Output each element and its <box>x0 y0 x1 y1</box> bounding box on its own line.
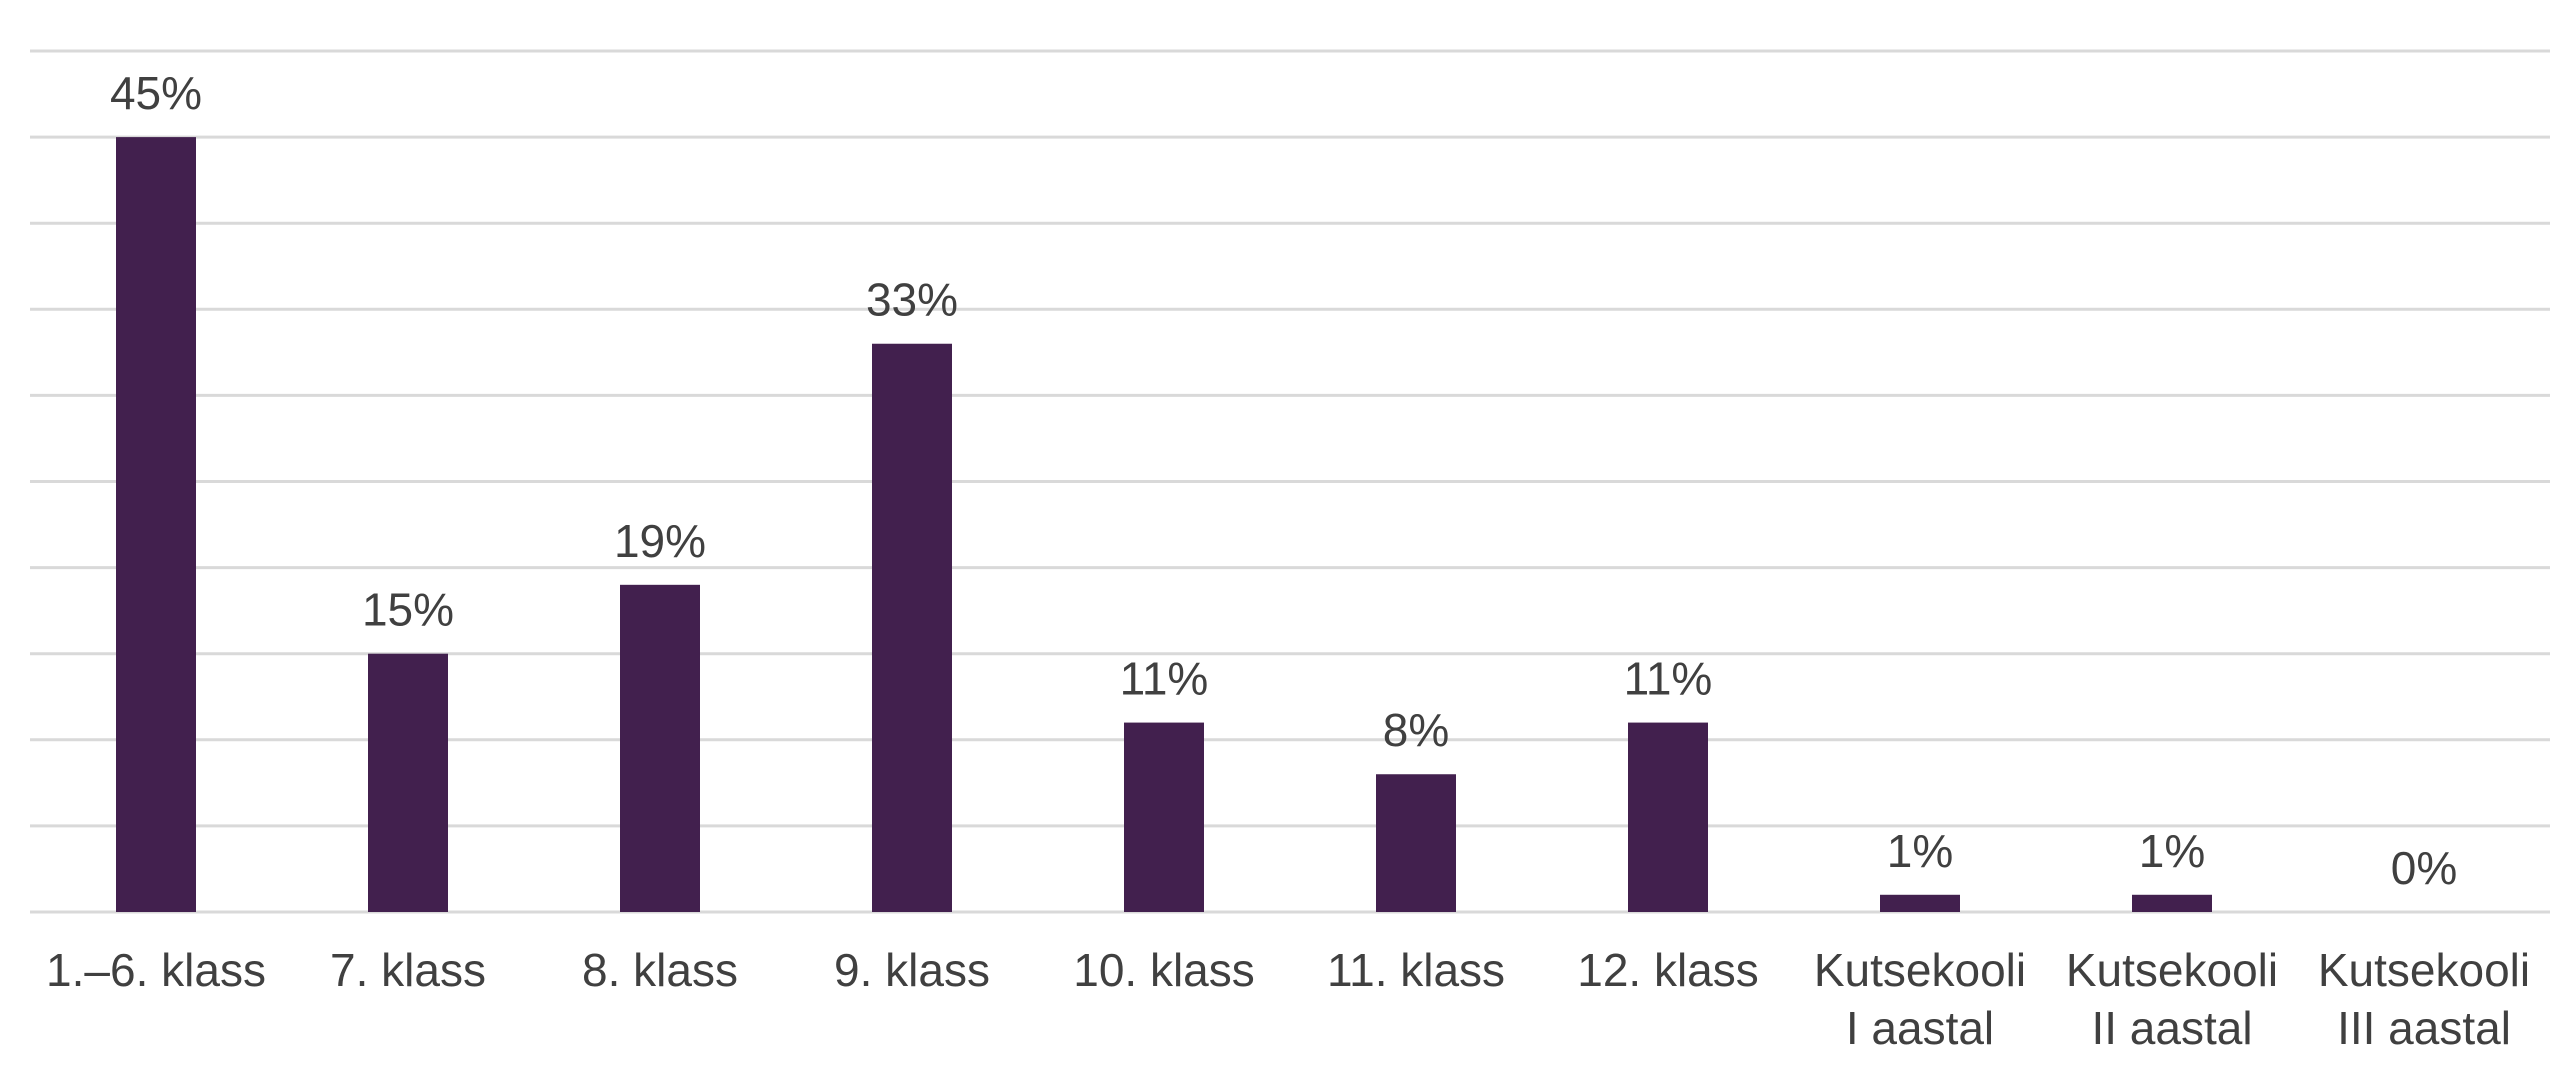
x-tick-label: Kutsekooli II aastal <box>2066 944 2278 1054</box>
x-tick-label: 7. klass <box>330 944 486 996</box>
data-label: 1% <box>1887 825 1953 877</box>
x-tick-label-line: III aastal <box>2337 1002 2511 1054</box>
x-tick-label: Kutsekooli I aastal <box>1814 944 2026 1054</box>
data-label: 8% <box>1383 704 1449 756</box>
x-tick-label-line: 9. klass <box>834 944 990 996</box>
x-tick-label: 1.–6. klass <box>46 944 266 996</box>
bar <box>1376 774 1456 912</box>
bar <box>1880 894 1960 912</box>
x-tick-label-line: I aastal <box>1846 1002 1994 1054</box>
x-tick-label-line: 1.–6. klass <box>46 944 266 996</box>
data-label: 45% <box>110 67 202 119</box>
x-tick-label-line: 7. klass <box>330 944 486 996</box>
data-label: 11% <box>1624 653 1713 705</box>
data-label: 1% <box>2139 825 2205 877</box>
x-tick-label: 12. klass <box>1577 944 1759 996</box>
data-label: 0% <box>2391 842 2457 894</box>
x-tick-label-line: II aastal <box>2091 1002 2252 1054</box>
x-tick-label: 9. klass <box>834 944 990 996</box>
data-label: 15% <box>362 584 454 636</box>
bar <box>620 584 700 912</box>
gridlines <box>30 49 2550 914</box>
bar <box>2132 894 2212 912</box>
data-label: 11% <box>1120 653 1209 705</box>
bar <box>368 653 448 912</box>
x-tick-label-line: Kutsekooli <box>1814 944 2026 996</box>
x-tick-label-line: 8. klass <box>582 944 738 996</box>
x-tick-label-line: 12. klass <box>1577 944 1759 996</box>
x-tick-label-line: 11. klass <box>1327 944 1505 996</box>
x-tick-label-line: Kutsekooli <box>2318 944 2530 996</box>
x-tick-label: Kutsekooli III aastal <box>2318 944 2530 1054</box>
x-tick-label-line: 10. klass <box>1073 944 1255 996</box>
bar <box>872 343 952 912</box>
x-tick-label: 8. klass <box>582 944 738 996</box>
data-label: 19% <box>614 515 706 567</box>
x-tick-label-line: Kutsekooli <box>2066 944 2278 996</box>
x-tick-label: 11. klass <box>1327 944 1505 996</box>
x-axis-tick-labels: 1.–6. klass 7. klass 8. klass 9. klass 10. k… <box>46 944 2530 1054</box>
bars <box>116 137 2212 913</box>
bar <box>116 137 196 913</box>
data-labels: 45% 15% 19% 33% 11% 8% 11% 1% 1% 0% <box>110 67 2457 894</box>
bar <box>1124 722 1204 912</box>
x-tick-label: 10. klass <box>1073 944 1255 996</box>
bar <box>1628 722 1708 912</box>
data-label: 33% <box>866 274 958 326</box>
